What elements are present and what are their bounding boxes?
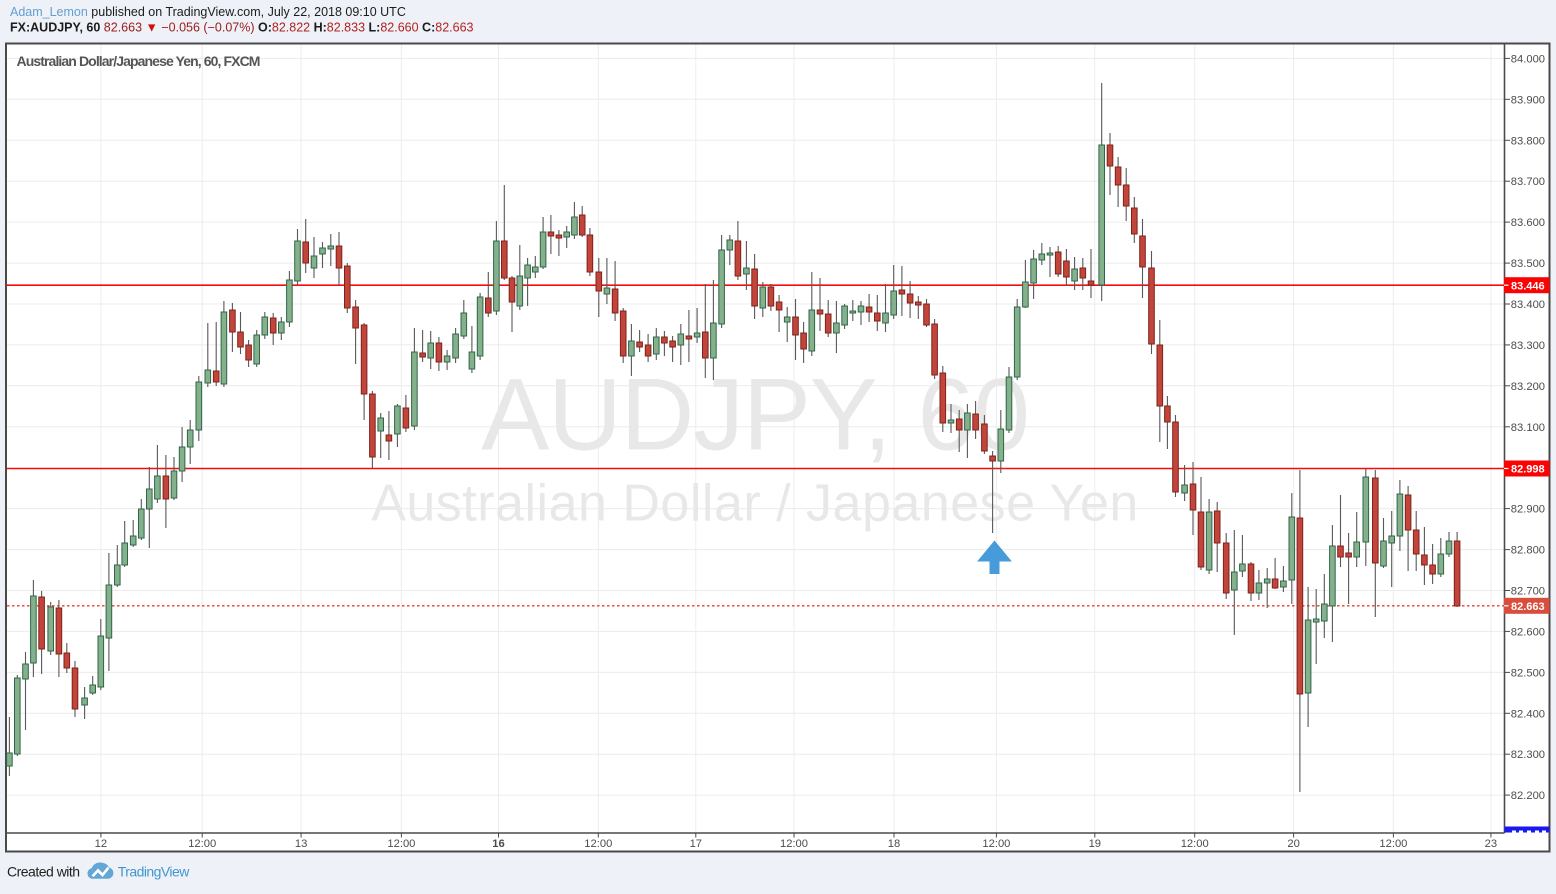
svg-text:13: 13: [295, 838, 307, 850]
svg-text:Australian Dollar/Japanese Yen: Australian Dollar/Japanese Yen, 60, FXCM: [17, 53, 260, 69]
svg-text:83.600: 83.600: [1511, 217, 1545, 229]
svg-text:83.200: 83.200: [1511, 381, 1545, 393]
svg-text:82.998: 82.998: [1511, 464, 1545, 476]
svg-text:18: 18: [888, 838, 900, 850]
svg-text:Adam_Lemon published on Tradin: Adam_Lemon published on TradingView.com,…: [10, 5, 406, 19]
svg-text:83.900: 83.900: [1511, 94, 1545, 106]
svg-text:82.500: 82.500: [1511, 667, 1545, 679]
svg-text:20: 20: [1287, 838, 1299, 850]
svg-text:83.400: 83.400: [1511, 299, 1545, 311]
svg-text:AUDJPY, 60: AUDJPY, 60: [481, 358, 1028, 472]
svg-text:FX:AUDJPY, 60 82.663 ▼ −0.056: FX:AUDJPY, 60 82.663 ▼ −0.056 (−0.07%) O…: [10, 21, 474, 35]
svg-text:83.500: 83.500: [1511, 258, 1545, 270]
svg-text:19: 19: [1089, 838, 1101, 850]
svg-text:83.800: 83.800: [1511, 135, 1545, 147]
svg-text:12:00: 12:00: [188, 838, 216, 850]
svg-text:82.400: 82.400: [1511, 708, 1545, 720]
svg-text:16: 16: [492, 838, 504, 850]
svg-text:82.600: 82.600: [1511, 626, 1545, 638]
svg-text:12:00: 12:00: [584, 838, 612, 850]
svg-text:82.200: 82.200: [1511, 790, 1545, 802]
svg-text:83.446: 83.446: [1511, 280, 1545, 292]
svg-text:83.300: 83.300: [1511, 340, 1545, 352]
svg-text:23: 23: [1485, 838, 1497, 850]
svg-text:17: 17: [690, 838, 702, 850]
svg-text:82.663: 82.663: [1511, 601, 1545, 613]
svg-text:12:00: 12:00: [780, 838, 808, 850]
svg-text:Australian Dollar / Japanese Y: Australian Dollar / Japanese Yen: [371, 475, 1139, 533]
svg-text:83.700: 83.700: [1511, 176, 1545, 188]
svg-text:84.000: 84.000: [1511, 53, 1545, 65]
svg-text:82.800: 82.800: [1511, 545, 1545, 557]
svg-text:83.100: 83.100: [1511, 422, 1545, 434]
svg-text:12:00: 12:00: [1181, 838, 1209, 850]
svg-text:12:00: 12:00: [982, 838, 1010, 850]
svg-text:Created with: Created with: [7, 864, 80, 880]
svg-text:82.900: 82.900: [1511, 504, 1545, 516]
svg-text:TradingView: TradingView: [118, 864, 190, 880]
svg-text:12:00: 12:00: [387, 838, 415, 850]
svg-text:12:00: 12:00: [1379, 838, 1407, 850]
svg-text:12: 12: [95, 838, 107, 850]
svg-text:82.300: 82.300: [1511, 749, 1545, 761]
svg-text:82.700: 82.700: [1511, 586, 1545, 598]
